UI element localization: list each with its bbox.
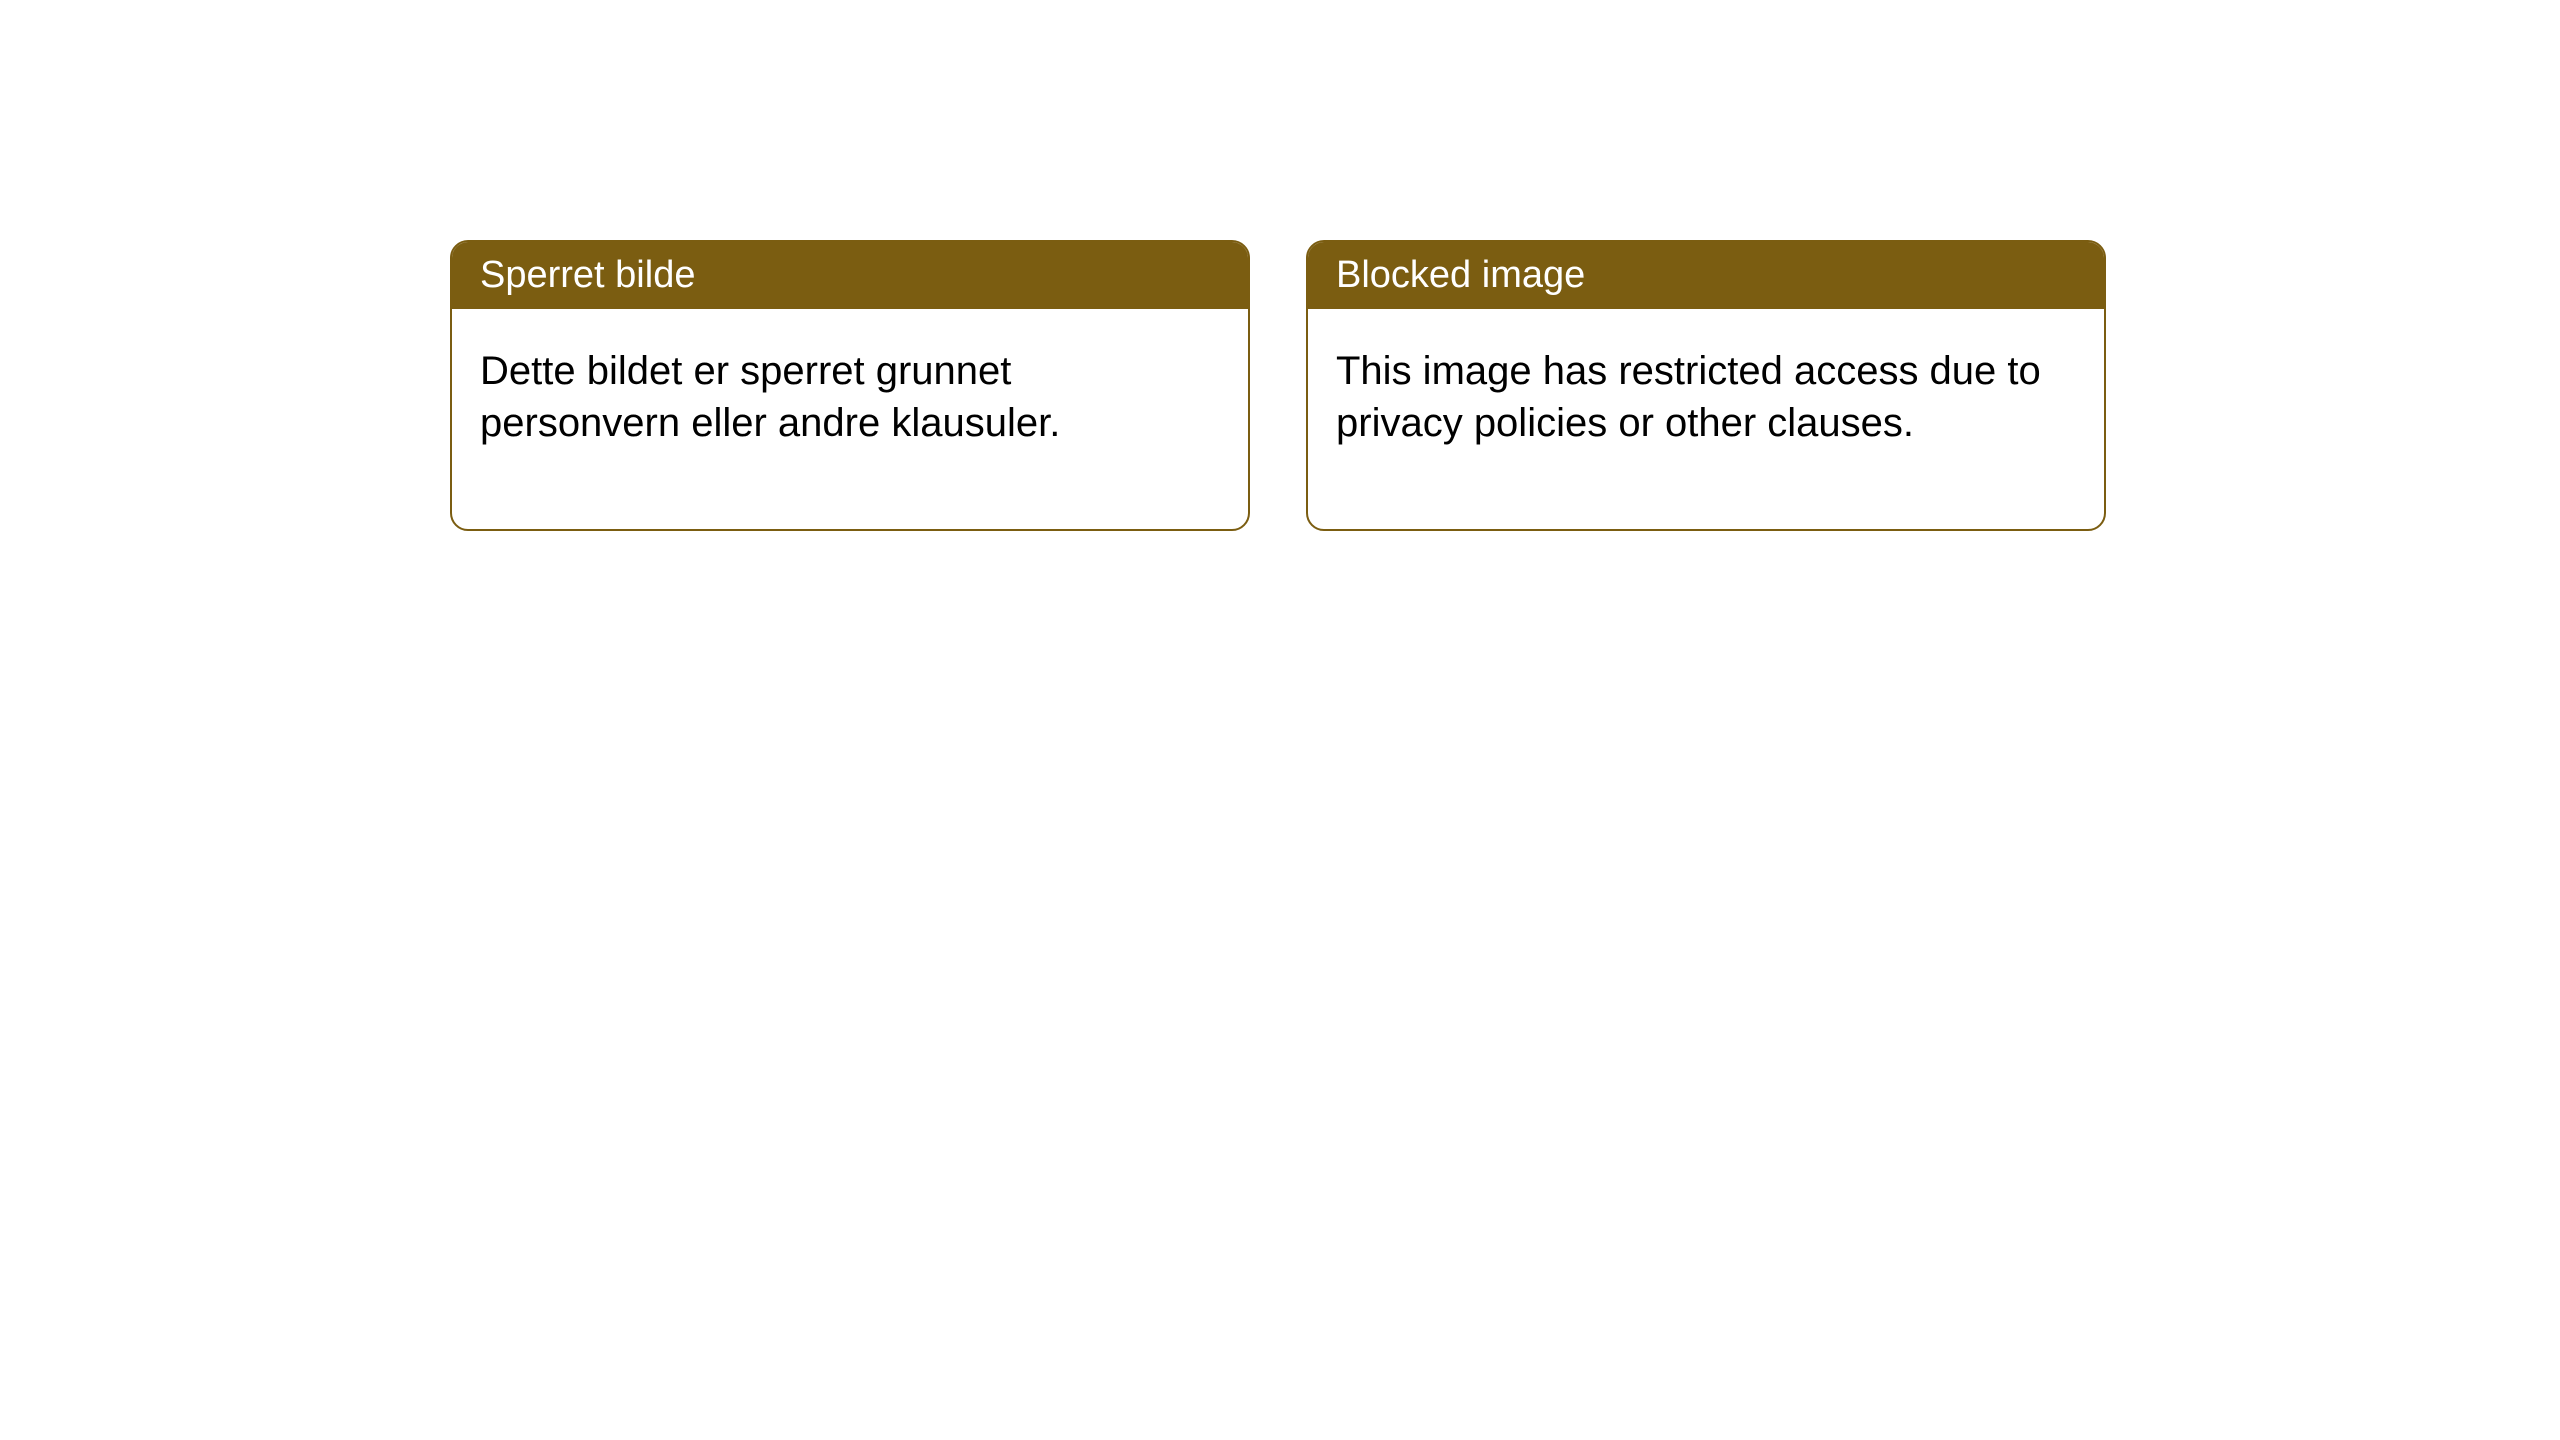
notice-card-header: Sperret bilde <box>452 242 1248 309</box>
notice-title: Sperret bilde <box>480 254 695 296</box>
notice-card-body: This image has restricted access due to … <box>1308 309 2104 529</box>
notice-body-text: This image has restricted access due to … <box>1336 349 2041 445</box>
notice-card-english: Blocked image This image has restricted … <box>1306 240 2106 531</box>
notice-title: Blocked image <box>1336 254 1585 296</box>
notice-card-norwegian: Sperret bilde Dette bildet er sperret gr… <box>450 240 1250 531</box>
notice-card-body: Dette bildet er sperret grunnet personve… <box>452 309 1248 529</box>
notice-body-text: Dette bildet er sperret grunnet personve… <box>480 349 1060 445</box>
notice-card-header: Blocked image <box>1308 242 2104 309</box>
notice-container: Sperret bilde Dette bildet er sperret gr… <box>450 240 2106 531</box>
